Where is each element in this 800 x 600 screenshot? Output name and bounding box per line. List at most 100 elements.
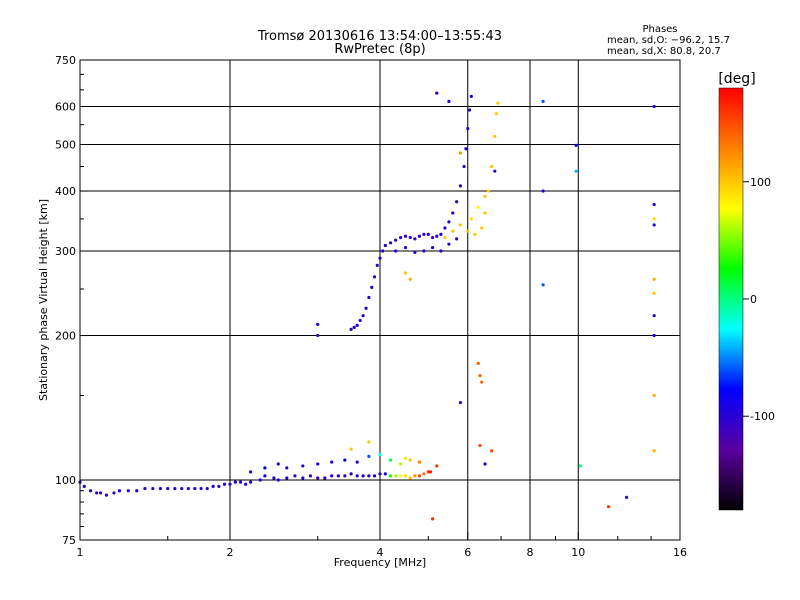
data-point: [451, 229, 455, 233]
data-point: [430, 235, 435, 240]
data-point: [443, 226, 447, 230]
y-axis-ticks: 75 100 200 300 400 500 600 750: [55, 54, 88, 547]
data-point: [238, 480, 243, 484]
data-point: [399, 474, 403, 478]
data-point: [417, 460, 422, 464]
data-point: [541, 99, 545, 103]
data-point: [408, 235, 412, 240]
y-tick-label: 500: [55, 139, 76, 152]
data-point: [249, 480, 253, 484]
data-point: [82, 484, 86, 488]
data-point: [574, 169, 578, 173]
data-point: [355, 474, 359, 478]
data-point: [378, 452, 382, 457]
data-point: [652, 217, 656, 221]
data-point: [263, 466, 267, 470]
data-point: [361, 314, 365, 318]
data-point: [99, 491, 103, 495]
data-point: [199, 486, 203, 491]
data-point: [222, 482, 227, 486]
data-point: [458, 223, 463, 227]
y-tick-label: 750: [55, 54, 76, 67]
data-point: [606, 505, 611, 509]
x-axis-label: Frequency [MHz]: [334, 556, 426, 569]
data-point: [578, 464, 583, 468]
data-point: [403, 474, 408, 478]
data-point: [483, 211, 487, 215]
data-point: [364, 306, 368, 310]
data-point: [466, 229, 470, 233]
data-point: [428, 470, 433, 474]
data-point: [388, 241, 393, 245]
colorbar: [718, 87, 744, 511]
data-point: [426, 232, 430, 236]
y-tick-label: 75: [62, 534, 76, 547]
data-point: [352, 325, 356, 329]
data-point: [258, 478, 262, 482]
data-point: [490, 449, 494, 453]
y-tick-label: 600: [55, 101, 76, 114]
data-point: [476, 361, 480, 365]
data-point: [541, 283, 545, 287]
data-point: [490, 164, 494, 169]
data-point: [458, 184, 463, 188]
data-point: [217, 484, 221, 488]
data-point: [413, 237, 417, 241]
data-point: [430, 245, 435, 250]
data-point: [458, 151, 463, 155]
data-point: [652, 104, 656, 109]
data-point: [378, 256, 382, 260]
data-point: [301, 464, 305, 468]
data-point: [399, 235, 403, 240]
data-point: [367, 454, 371, 459]
data-point: [151, 486, 155, 491]
data-point: [143, 486, 147, 491]
data-point: [403, 245, 408, 250]
data-point: [228, 482, 232, 486]
data-point: [276, 478, 280, 482]
data-point: [541, 189, 545, 193]
x-axis-ticks: 1 2 4 6 8 10 16: [77, 532, 687, 559]
x-tick-label: 4: [377, 546, 384, 559]
data-point: [574, 143, 578, 147]
data-point: [383, 472, 387, 476]
chart-subtitle: RwPretec (8p): [334, 42, 425, 57]
x-tick-label: 16: [673, 546, 687, 559]
data-point: [316, 476, 320, 480]
x-tick-label: 1: [77, 546, 84, 559]
x-tick-label: 10: [571, 546, 585, 559]
data-point: [316, 322, 320, 326]
data-point: [469, 217, 473, 221]
data-point: [435, 234, 439, 238]
data-point: [451, 211, 455, 215]
data-point: [439, 232, 443, 236]
data-point: [104, 493, 109, 497]
data-point: [624, 495, 629, 500]
y-tick-label: 300: [55, 245, 76, 258]
data-point: [126, 489, 130, 493]
data-point: [263, 474, 267, 478]
phases-title: Phases: [642, 24, 677, 35]
data-points: [78, 91, 656, 521]
colorbar-label: [deg]: [718, 71, 755, 87]
data-point: [166, 486, 170, 491]
data-point: [493, 134, 497, 138]
data-point: [349, 472, 353, 476]
data-point: [394, 238, 398, 242]
data-point: [483, 194, 487, 198]
data-point: [293, 474, 297, 478]
data-point: [483, 462, 487, 466]
data-point: [473, 232, 477, 236]
data-point: [430, 517, 435, 521]
data-point: [173, 486, 177, 491]
data-point: [372, 474, 377, 478]
data-point: [388, 474, 393, 478]
data-point: [276, 462, 280, 466]
phases-o-stats: mean, sd,O: −96.2, 15.7: [607, 35, 730, 46]
data-point: [652, 202, 656, 207]
data-point: [233, 480, 237, 484]
y-tick-label: 100: [55, 474, 76, 487]
data-point: [478, 443, 482, 448]
data-point: [193, 486, 197, 491]
